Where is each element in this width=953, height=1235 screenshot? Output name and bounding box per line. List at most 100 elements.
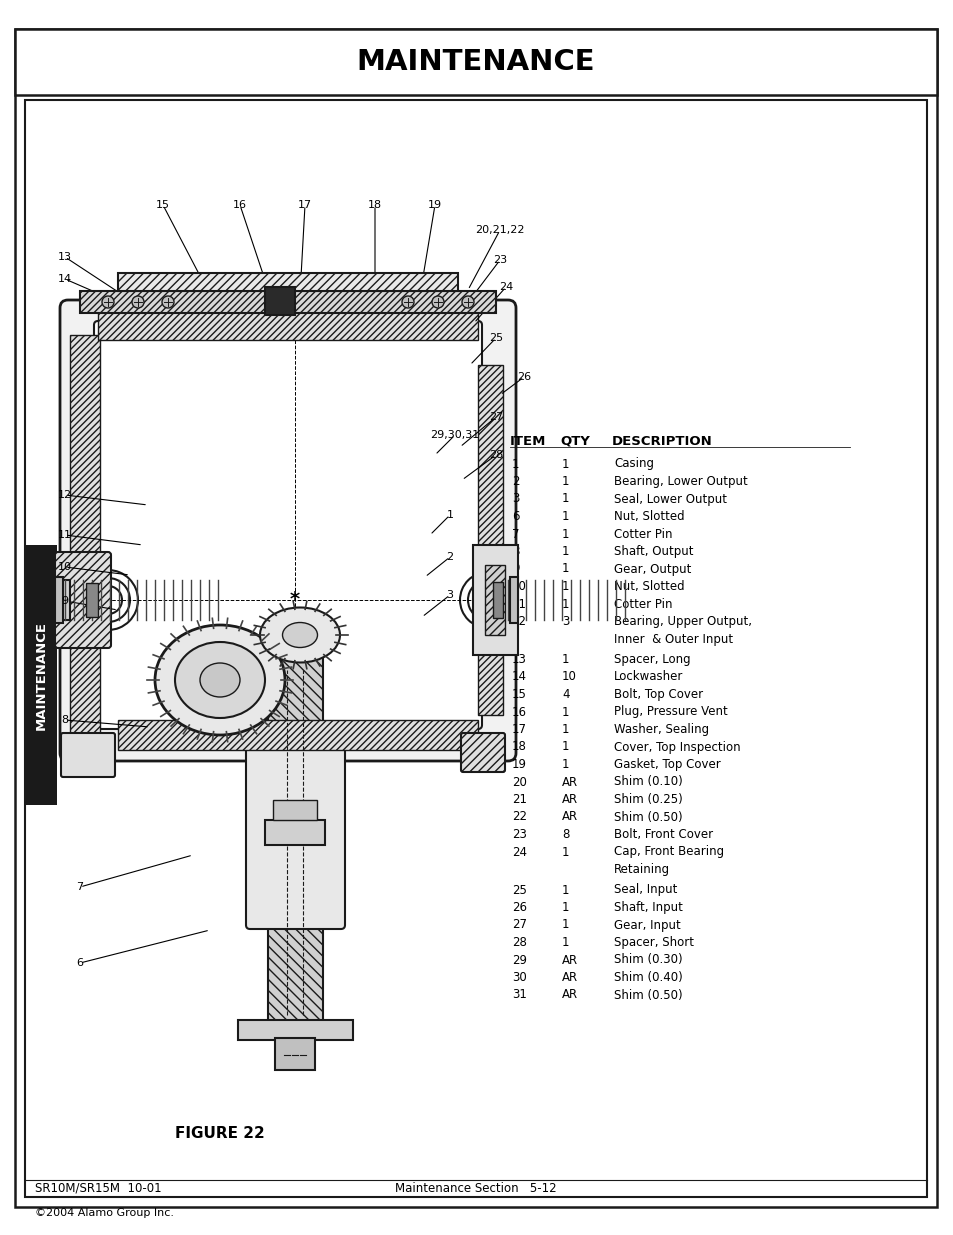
Text: 2: 2 xyxy=(446,552,453,562)
Text: Washer, Sealing: Washer, Sealing xyxy=(614,722,708,736)
Bar xyxy=(502,580,510,620)
Text: 25: 25 xyxy=(489,333,502,343)
Text: 14: 14 xyxy=(58,274,72,284)
Text: Bearing, Upper Output,: Bearing, Upper Output, xyxy=(614,615,751,629)
Bar xyxy=(273,800,316,820)
Bar xyxy=(473,545,517,655)
Text: Seal, Lower Output: Seal, Lower Output xyxy=(614,493,726,505)
Text: AR: AR xyxy=(561,776,578,788)
Text: 1: 1 xyxy=(561,758,569,771)
Text: 1: 1 xyxy=(561,493,569,505)
Text: 6: 6 xyxy=(512,510,519,522)
Text: AR: AR xyxy=(561,953,578,967)
Text: Cotter Pin: Cotter Pin xyxy=(614,527,672,541)
Circle shape xyxy=(102,296,113,308)
Text: 27: 27 xyxy=(512,919,526,931)
Bar xyxy=(484,564,504,635)
Text: Cap, Front Bearing: Cap, Front Bearing xyxy=(614,846,723,858)
Text: 19: 19 xyxy=(512,758,526,771)
Text: 11: 11 xyxy=(58,530,71,540)
Text: 1: 1 xyxy=(561,846,569,858)
Text: 8: 8 xyxy=(61,715,69,725)
Text: Inner  & Outer Input: Inner & Outer Input xyxy=(614,632,732,646)
Text: Nut, Slotted: Nut, Slotted xyxy=(614,510,684,522)
Text: MAINTENANCE: MAINTENANCE xyxy=(34,620,48,730)
Text: 12: 12 xyxy=(512,615,526,629)
Text: 24: 24 xyxy=(512,846,526,858)
Circle shape xyxy=(401,296,414,308)
Bar xyxy=(274,1037,314,1070)
Text: 1: 1 xyxy=(561,527,569,541)
Text: 7: 7 xyxy=(76,882,84,892)
Text: 28: 28 xyxy=(488,450,502,459)
Text: DESCRIPTION: DESCRIPTION xyxy=(612,435,712,448)
Text: Shaft, Input: Shaft, Input xyxy=(614,902,682,914)
Text: QTY: QTY xyxy=(559,435,589,448)
Text: 1: 1 xyxy=(561,653,569,666)
Bar xyxy=(55,580,70,620)
FancyBboxPatch shape xyxy=(246,731,345,929)
Text: 6: 6 xyxy=(76,958,84,968)
Text: 17: 17 xyxy=(512,722,526,736)
Text: 8: 8 xyxy=(561,827,569,841)
Ellipse shape xyxy=(200,663,240,697)
Text: 28: 28 xyxy=(512,936,526,948)
Text: 17: 17 xyxy=(297,200,312,210)
Text: AR: AR xyxy=(561,988,578,1002)
Ellipse shape xyxy=(260,608,339,662)
Text: Spacer, Long: Spacer, Long xyxy=(614,653,690,666)
Bar xyxy=(268,650,323,1025)
Text: 1: 1 xyxy=(561,457,569,471)
Ellipse shape xyxy=(174,642,265,718)
Text: Lockwasher: Lockwasher xyxy=(614,671,682,683)
Text: 1: 1 xyxy=(561,741,569,753)
Bar xyxy=(493,582,502,618)
Text: 10: 10 xyxy=(58,562,71,572)
Text: 1: 1 xyxy=(561,919,569,931)
Bar xyxy=(98,310,477,340)
Bar xyxy=(477,366,502,715)
Text: 13: 13 xyxy=(512,653,526,666)
Text: Shim (0.40): Shim (0.40) xyxy=(614,971,682,984)
Text: 16: 16 xyxy=(233,200,247,210)
Text: Spacer, Short: Spacer, Short xyxy=(614,936,693,948)
Text: Casing: Casing xyxy=(614,457,654,471)
Text: 1: 1 xyxy=(561,580,569,593)
Text: 1: 1 xyxy=(561,545,569,558)
Ellipse shape xyxy=(282,622,317,647)
Text: 3: 3 xyxy=(512,493,518,505)
Text: 2: 2 xyxy=(512,475,519,488)
FancyBboxPatch shape xyxy=(60,300,516,761)
Text: 12: 12 xyxy=(58,490,72,500)
Bar xyxy=(237,1020,353,1040)
Text: 10: 10 xyxy=(512,580,526,593)
Text: 18: 18 xyxy=(368,200,381,210)
Text: Shaft, Output: Shaft, Output xyxy=(614,545,693,558)
Text: Maintenance Section   5-12: Maintenance Section 5-12 xyxy=(395,1182,557,1194)
Text: 30: 30 xyxy=(512,971,526,984)
Bar xyxy=(86,583,98,618)
Bar xyxy=(265,820,325,845)
Text: Seal, Input: Seal, Input xyxy=(614,883,677,897)
Text: 23: 23 xyxy=(512,827,526,841)
Text: MAINTENANCE: MAINTENANCE xyxy=(356,48,595,77)
Text: 24: 24 xyxy=(498,282,513,291)
Text: AR: AR xyxy=(561,971,578,984)
Text: Shim (0.10): Shim (0.10) xyxy=(614,776,682,788)
Text: 14: 14 xyxy=(512,671,526,683)
Bar xyxy=(15,28,936,95)
Text: 3: 3 xyxy=(446,590,453,600)
Text: Shim (0.50): Shim (0.50) xyxy=(614,988,682,1002)
Text: 4: 4 xyxy=(561,688,569,701)
Text: 16: 16 xyxy=(512,705,526,719)
FancyBboxPatch shape xyxy=(460,734,504,772)
Text: Plug, Pressure Vent: Plug, Pressure Vent xyxy=(614,705,727,719)
Bar xyxy=(510,577,517,622)
Text: 1: 1 xyxy=(446,510,453,520)
Text: Cover, Top Inspection: Cover, Top Inspection xyxy=(614,741,740,753)
Text: 1: 1 xyxy=(561,510,569,522)
Text: 18: 18 xyxy=(512,741,526,753)
Circle shape xyxy=(461,296,474,308)
Text: 22: 22 xyxy=(512,810,526,824)
Ellipse shape xyxy=(154,625,285,735)
